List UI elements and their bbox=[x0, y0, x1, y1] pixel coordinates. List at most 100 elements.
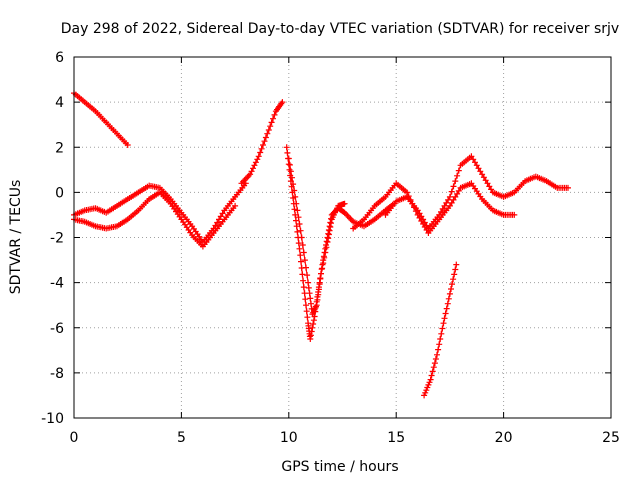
data-point bbox=[304, 272, 311, 279]
data-point bbox=[306, 290, 313, 297]
data-point bbox=[214, 219, 221, 226]
y-tick-label: 4 bbox=[55, 95, 64, 111]
series-line bbox=[240, 101, 283, 184]
data-point bbox=[444, 300, 451, 307]
data-point bbox=[431, 360, 438, 367]
y-tick-label: 2 bbox=[55, 140, 64, 156]
data-point bbox=[254, 156, 261, 163]
data-point bbox=[443, 305, 450, 312]
data-point bbox=[258, 145, 265, 152]
data-point bbox=[303, 308, 310, 315]
data-point bbox=[308, 328, 315, 335]
data-point bbox=[309, 324, 316, 331]
data-point bbox=[291, 187, 298, 194]
data-point bbox=[286, 161, 293, 168]
data-point bbox=[325, 235, 332, 242]
y-tick-label: -8 bbox=[50, 366, 64, 382]
series-trace-i bbox=[421, 261, 460, 399]
data-point bbox=[303, 302, 309, 309]
series-trace-g bbox=[350, 180, 518, 236]
data-point bbox=[341, 200, 348, 207]
data-point bbox=[307, 336, 314, 342]
data-point bbox=[300, 249, 307, 256]
data-series bbox=[71, 90, 571, 399]
data-point bbox=[294, 228, 301, 235]
data-point bbox=[284, 149, 291, 156]
y-tick-label: -10 bbox=[41, 411, 64, 427]
data-point bbox=[255, 153, 262, 160]
data-point bbox=[449, 281, 455, 288]
data-point bbox=[323, 244, 330, 251]
axis-ticks: 0 5 10 15 20 25 -10 -8 -6 -4 -2 0 2 4 6 bbox=[41, 50, 620, 446]
series-trace-d bbox=[238, 99, 286, 187]
data-point bbox=[299, 242, 306, 248]
data-point bbox=[446, 290, 453, 297]
x-tick-label: 10 bbox=[280, 430, 298, 446]
data-point bbox=[420, 216, 427, 223]
data-point bbox=[454, 172, 461, 179]
data-point bbox=[452, 266, 459, 273]
data-point bbox=[452, 178, 459, 185]
data-point bbox=[511, 211, 518, 218]
data-point bbox=[297, 252, 304, 259]
data-point bbox=[451, 271, 458, 278]
data-point bbox=[261, 138, 268, 145]
series-trace-c bbox=[71, 189, 239, 250]
x-tick-label: 20 bbox=[495, 430, 513, 446]
data-point bbox=[429, 368, 436, 375]
data-point bbox=[287, 168, 294, 175]
data-point bbox=[260, 142, 266, 148]
data-point bbox=[321, 254, 328, 261]
series-line bbox=[73, 191, 236, 248]
y-tick-label: -6 bbox=[50, 321, 64, 337]
data-point bbox=[448, 188, 455, 195]
data-point bbox=[293, 217, 299, 224]
data-point bbox=[285, 161, 292, 168]
data-point bbox=[436, 341, 443, 348]
data-point bbox=[426, 379, 433, 386]
y-tick-label: -2 bbox=[50, 231, 64, 247]
data-point bbox=[300, 277, 307, 284]
grid-lines bbox=[74, 57, 611, 418]
data-point bbox=[310, 317, 317, 324]
series-trace-e bbox=[283, 144, 398, 342]
data-point bbox=[308, 300, 314, 307]
data-point bbox=[298, 234, 305, 241]
data-point bbox=[445, 295, 452, 302]
x-tick-label: 25 bbox=[602, 430, 620, 446]
data-point bbox=[432, 356, 439, 362]
data-point bbox=[325, 231, 332, 238]
data-point bbox=[268, 119, 275, 126]
x-tick-label: 15 bbox=[387, 430, 405, 446]
data-point bbox=[305, 284, 312, 291]
data-point bbox=[291, 206, 298, 213]
data-point bbox=[316, 281, 323, 288]
data-point bbox=[299, 271, 306, 278]
data-point bbox=[294, 207, 301, 214]
data-point bbox=[453, 261, 460, 268]
data-point bbox=[296, 221, 303, 227]
data-point bbox=[250, 165, 256, 172]
data-point bbox=[302, 296, 309, 303]
data-point bbox=[298, 258, 304, 265]
x-tick-label: 0 bbox=[70, 430, 79, 446]
data-point bbox=[301, 257, 308, 264]
chart-title: Day 298 of 2022, Sidereal Day-to-day VTE… bbox=[61, 21, 619, 37]
data-point bbox=[315, 286, 322, 293]
data-point bbox=[290, 181, 297, 188]
data-point bbox=[232, 202, 239, 209]
series-trace-a bbox=[71, 90, 131, 148]
data-point bbox=[265, 127, 272, 133]
data-point bbox=[446, 193, 453, 200]
x-axis-label: GPS time / hours bbox=[281, 459, 398, 475]
series-trace-b bbox=[71, 180, 249, 245]
data-point bbox=[295, 214, 302, 221]
data-point bbox=[297, 227, 304, 234]
data-point bbox=[428, 372, 435, 379]
data-point bbox=[442, 310, 449, 317]
data-point bbox=[283, 144, 290, 151]
data-point bbox=[435, 346, 442, 353]
data-point bbox=[267, 123, 274, 130]
data-point bbox=[320, 260, 327, 267]
data-point bbox=[124, 142, 131, 148]
